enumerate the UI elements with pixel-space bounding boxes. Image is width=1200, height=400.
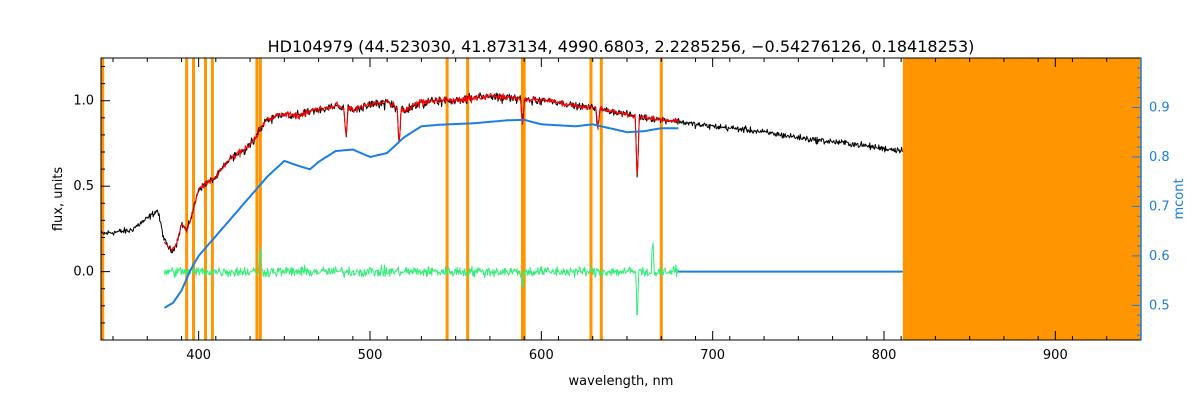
x-tick-label: 600 [529, 348, 554, 363]
masked-region [902, 58, 1141, 340]
x-tick-label: 400 [186, 348, 211, 363]
axis-ticks: 400 500 600 700 800 900 0.0 0.5 1.0 0.5 0.6 0.7 0.8 0… [73, 58, 1170, 363]
chart-title: HD104979 (44.523030, 41.873134, 4990.680… [268, 37, 975, 56]
x-tick-label: 900 [1043, 348, 1068, 363]
masked-line [520, 58, 524, 340]
series-observed [100, 92, 904, 254]
y-tick-label: 0.5 [73, 179, 94, 194]
x-axis-label: wavelength, nm [569, 374, 674, 389]
masked-line [192, 58, 196, 340]
y-axis-label: flux, units [51, 167, 66, 232]
masked-line [445, 58, 449, 340]
masked-line [255, 58, 259, 340]
data-series [100, 92, 904, 316]
series-model [163, 92, 679, 252]
y2-tick-label: 0.7 [1149, 199, 1170, 214]
y2-tick-label: 0.9 [1149, 100, 1170, 115]
x-tick-label: 500 [358, 348, 383, 363]
masked-line [599, 58, 603, 340]
masked-line [185, 58, 189, 340]
masked-line [210, 58, 214, 340]
masked-line [101, 58, 105, 340]
masked-line [522, 58, 526, 340]
right-axis-label: mcont [1172, 178, 1187, 219]
masked-line [659, 58, 663, 340]
y-tick-label: 0.0 [73, 265, 94, 280]
x-tick-label: 800 [872, 348, 897, 363]
series-continuum [163, 118, 679, 309]
masked-regions [101, 58, 1141, 340]
y-tick-label: 1.0 [73, 94, 94, 109]
y2-tick-label: 0.6 [1149, 249, 1170, 264]
y2-tick-label: 0.8 [1149, 150, 1170, 165]
y2-tick-label: 0.5 [1149, 298, 1170, 313]
masked-line [258, 58, 262, 340]
masked-line [204, 58, 208, 340]
series-residuals [163, 242, 679, 316]
masked-line [466, 58, 470, 340]
masked-line [589, 58, 593, 340]
x-tick-label: 700 [700, 348, 725, 363]
